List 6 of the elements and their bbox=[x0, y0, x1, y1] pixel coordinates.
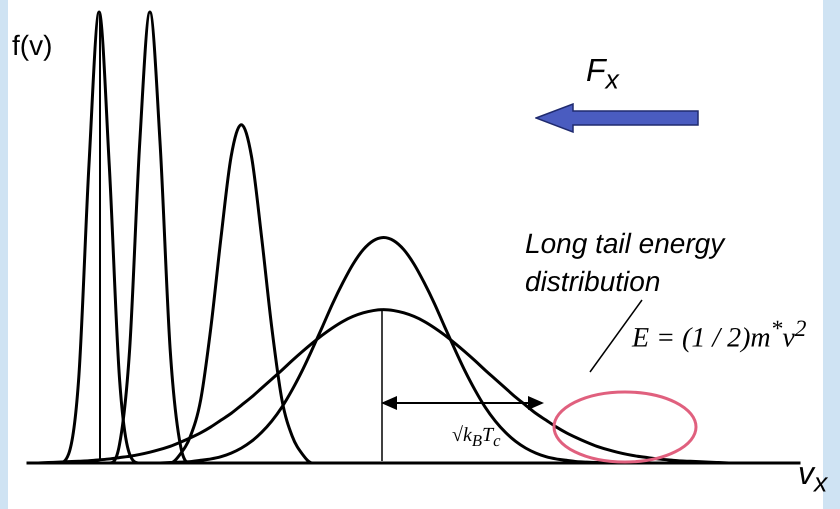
y-axis-title: f(v) bbox=[12, 30, 52, 62]
annotation: √k$_{B}$T$_{c}$ bbox=[452, 424, 501, 451]
annotation: E = (1 / 2)m$^{*}$v$^{2}$ bbox=[632, 316, 806, 354]
x-axis-title: v$_{x}$ bbox=[798, 455, 828, 498]
annotation: Long tail energy distribution bbox=[525, 227, 726, 299]
annotation: F$_{x}$ bbox=[586, 52, 619, 96]
